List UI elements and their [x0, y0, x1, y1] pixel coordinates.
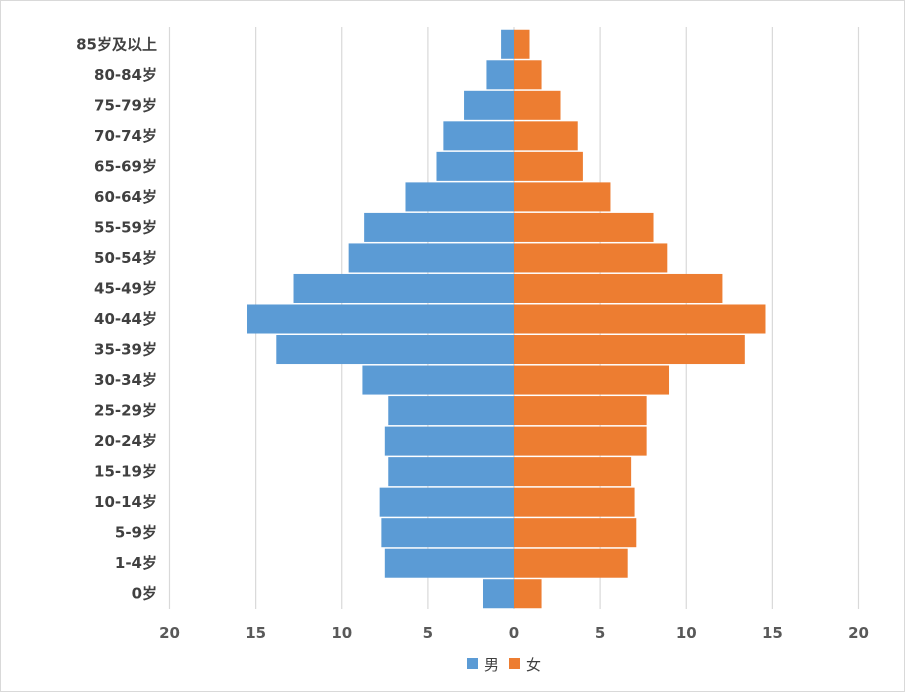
category-label: 15-19岁 [94, 463, 157, 481]
x-tick-labels: 20 15 10 5 0 5 10 15 20 [159, 624, 869, 642]
category-label: 35-39岁 [94, 341, 157, 359]
legend-label: 女 [526, 656, 541, 674]
x-tick-label: 20 [848, 624, 869, 642]
female-bar [514, 60, 542, 90]
category-label: 20-24岁 [94, 432, 157, 450]
female-bar [514, 579, 542, 609]
category-label: 25-29岁 [94, 402, 157, 420]
category-label: 5-9岁 [115, 524, 157, 542]
category-label: 70-74岁 [94, 127, 157, 145]
category-label: 0岁 [132, 585, 157, 603]
female-bar [514, 304, 766, 334]
x-tick-label: 10 [676, 624, 697, 642]
female-bar [514, 457, 632, 487]
female-bar [514, 90, 561, 120]
legend: 男女 [467, 656, 541, 674]
male-bar [486, 60, 514, 90]
x-tick-label: 10 [331, 624, 352, 642]
category-label: 40-44岁 [94, 310, 157, 328]
female-bar [514, 212, 654, 242]
male-bar [381, 518, 514, 548]
category-label: 45-49岁 [94, 279, 157, 297]
female-bar [514, 365, 670, 395]
male-bar [405, 182, 514, 212]
female-bar [514, 151, 583, 181]
legend-swatch [467, 658, 478, 669]
bars [247, 29, 766, 609]
x-tick-label: 5 [423, 624, 433, 642]
male-bar [436, 151, 514, 181]
x-tick-label: 15 [762, 624, 783, 642]
category-labels: 85岁及以上 80-84岁 75-79岁 70-74岁 65-69岁 60-64岁 55-5… [76, 35, 157, 602]
x-tick-label: 0 [509, 624, 519, 642]
category-label: 30-34岁 [94, 371, 157, 389]
male-bar [362, 365, 514, 395]
category-label: 50-54岁 [94, 249, 157, 267]
male-bar [482, 579, 514, 609]
female-bar [514, 29, 530, 59]
male-bar [379, 487, 514, 517]
male-bar [293, 273, 514, 303]
category-label: 60-64岁 [94, 188, 157, 206]
x-tick-label: 5 [595, 624, 605, 642]
female-bar [514, 182, 611, 212]
female-bar [514, 273, 723, 303]
x-tick-label: 20 [159, 624, 180, 642]
female-bar [514, 487, 635, 517]
female-bar [514, 518, 637, 548]
male-bar [348, 243, 514, 273]
male-bar [443, 121, 514, 151]
male-bar [501, 29, 514, 59]
category-label: 10-14岁 [94, 493, 157, 511]
male-bar [384, 426, 514, 456]
male-bar [364, 212, 514, 242]
male-bar [384, 548, 514, 578]
male-bar [388, 457, 514, 487]
female-bar [514, 335, 745, 365]
female-bar [514, 243, 668, 273]
category-label: 65-69岁 [94, 157, 157, 175]
male-bar [464, 90, 514, 120]
category-label: 1-4岁 [115, 554, 157, 572]
male-bar [276, 335, 514, 365]
category-label: 75-79岁 [94, 96, 157, 114]
category-label: 85岁及以上 [76, 35, 157, 53]
x-tick-label: 15 [245, 624, 266, 642]
legend-label: 男 [484, 656, 499, 674]
female-bar [514, 548, 628, 578]
female-bar [514, 121, 578, 151]
male-bar [247, 304, 514, 334]
category-label: 55-59岁 [94, 218, 157, 236]
category-label: 80-84岁 [94, 66, 157, 84]
legend-swatch [509, 658, 520, 669]
female-bar [514, 396, 647, 426]
male-bar [388, 396, 514, 426]
female-bar [514, 426, 647, 456]
